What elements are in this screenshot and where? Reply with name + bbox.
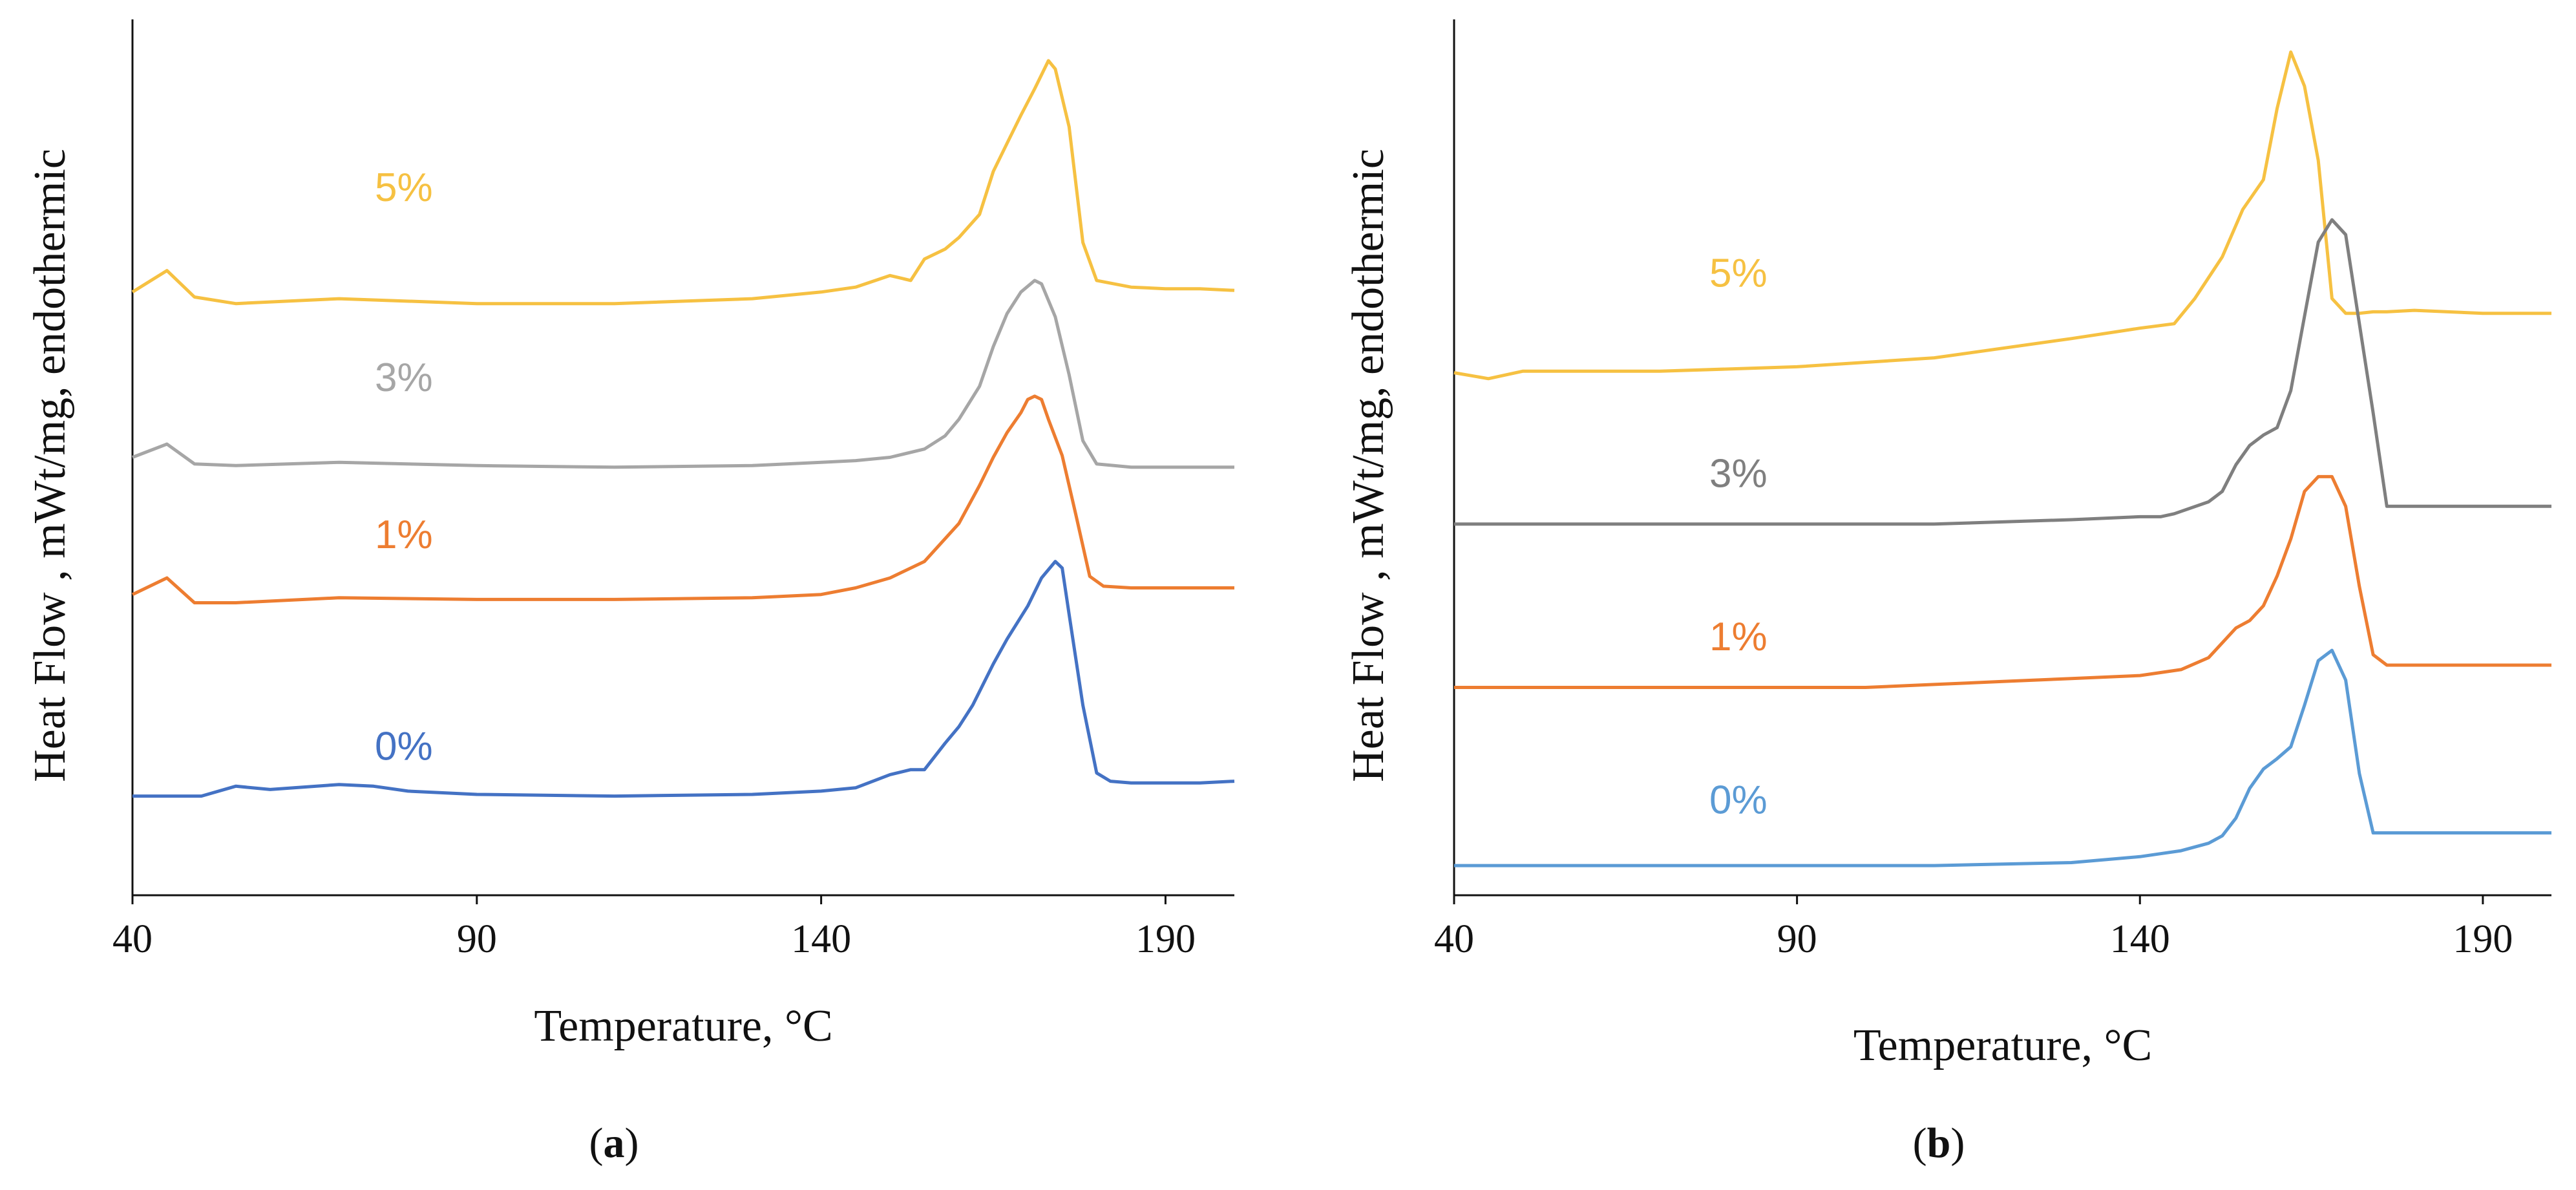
series-label: 5% <box>1709 251 1768 295</box>
x-tick-label: 90 <box>457 917 497 961</box>
x-tick-label: 40 <box>112 917 153 961</box>
series-line-3pct <box>1454 218 2551 526</box>
series-line-5pct <box>1453 50 2551 381</box>
series-label: 3% <box>375 356 433 400</box>
series-line-0pct <box>1454 648 2551 867</box>
series-line-1pct <box>1454 474 2551 689</box>
series-line-0pct <box>132 560 1235 798</box>
series-label: 0% <box>375 724 433 769</box>
x-tick-label: 40 <box>1434 917 1474 961</box>
x-tick-label: 90 <box>1777 917 1817 961</box>
axes: 40 90 140 190 Temperature, °C Heat Flow , mWt… <box>25 19 1234 1051</box>
series-label: 0% <box>1709 778 1768 823</box>
panel-caption: (b) <box>1913 1120 1965 1167</box>
x-tick-label: 140 <box>791 917 851 961</box>
y-axis-label: Heat Flow , mWt/mg, endothermic <box>25 149 75 782</box>
series-line-5pct <box>131 59 1235 306</box>
panel-a: 40 90 140 190 Temperature, °C Heat Flow , mWt… <box>25 19 1235 1167</box>
panel-b: 40 90 140 190 Temperature, °C Heat Flow , mWt… <box>1344 19 2551 1167</box>
series-label: 1% <box>375 513 433 557</box>
series-label: 5% <box>375 165 433 210</box>
x-tick-label: 190 <box>2453 917 2513 961</box>
series-line-3pct <box>132 279 1234 469</box>
series-line-1pct <box>131 394 1234 604</box>
x-tick-label: 190 <box>1135 917 1196 961</box>
y-axis-label: Heat Flow , mWt/mg, endothermic <box>1344 149 1393 782</box>
x-axis-label: Temperature, °C <box>534 1001 832 1051</box>
x-axis-label: Temperature, °C <box>1853 1021 2152 1070</box>
series-label: 1% <box>1709 615 1768 659</box>
axes: 40 90 140 190 Temperature, °C Heat Flow , mWt… <box>1344 19 2551 1070</box>
panel-caption: (a) <box>589 1120 639 1167</box>
series-label: 3% <box>1709 451 1768 496</box>
x-tick-label: 140 <box>2110 917 2170 961</box>
